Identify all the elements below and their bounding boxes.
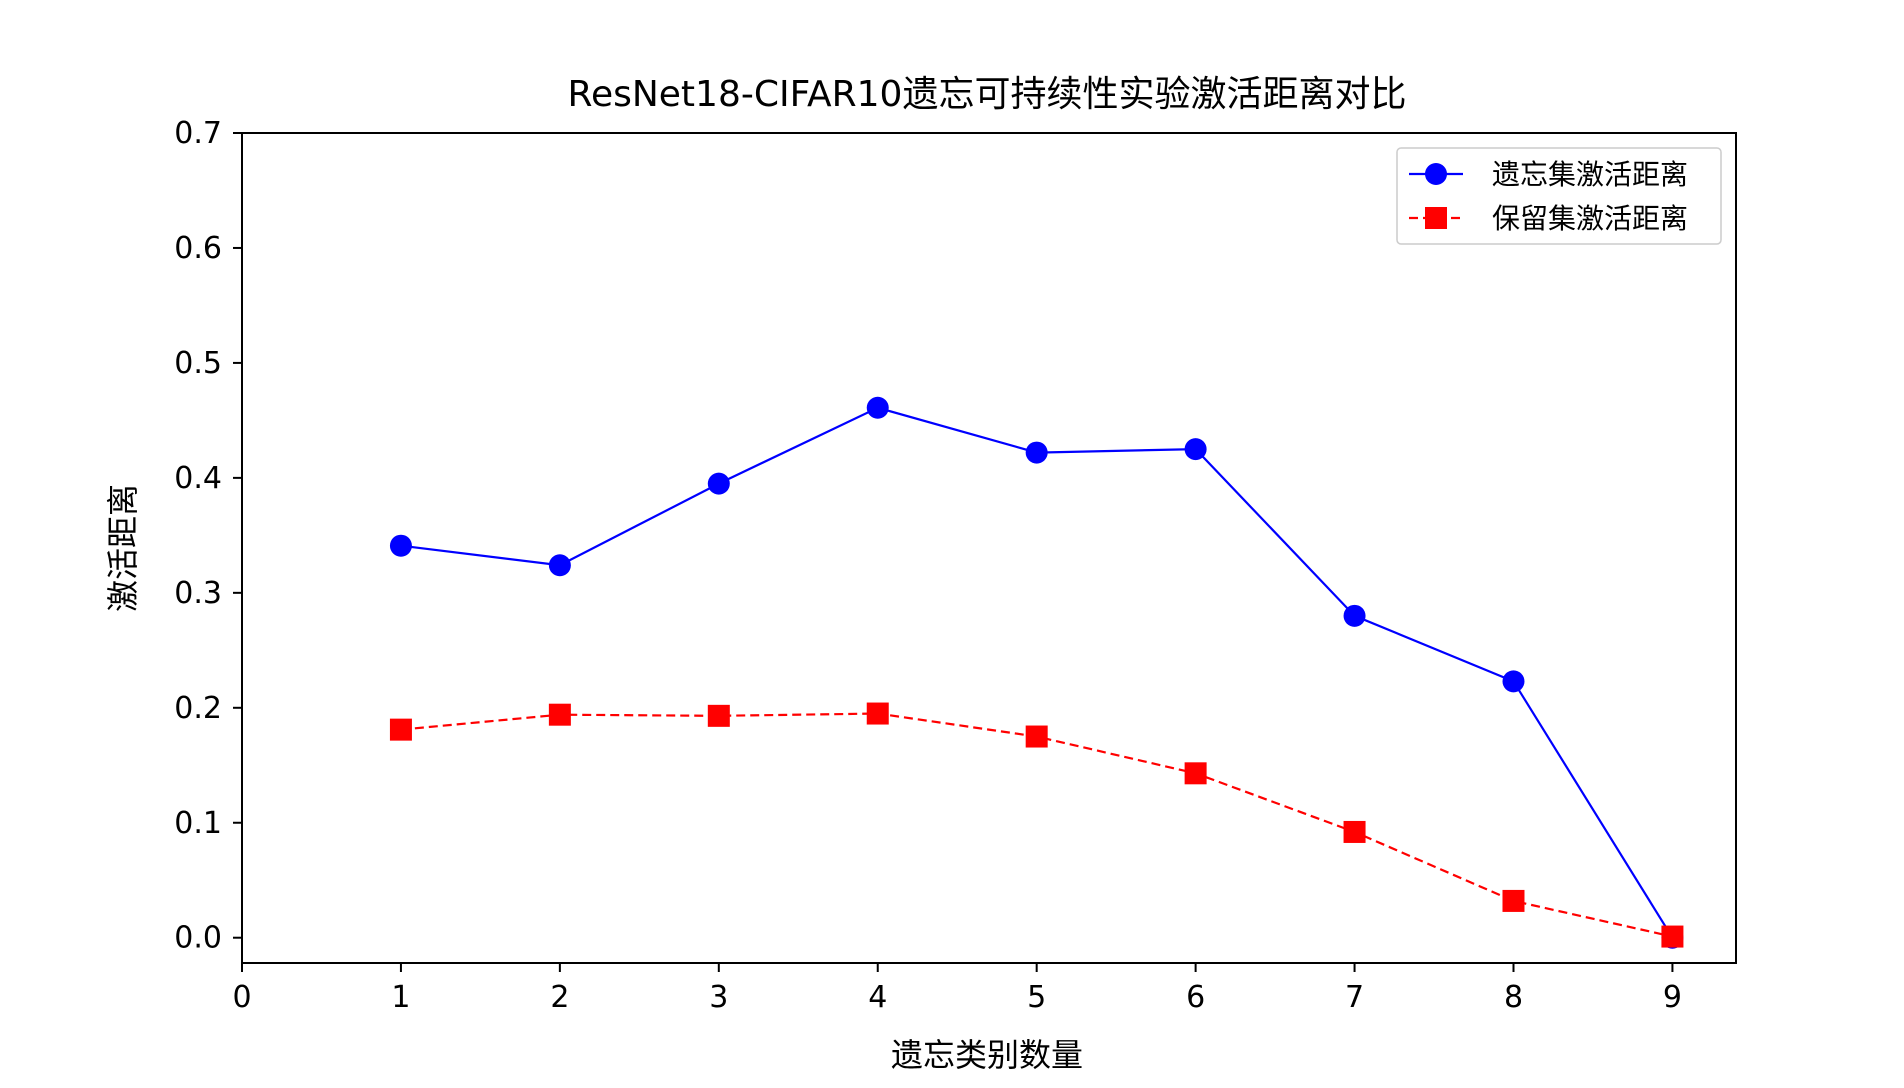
x-tick-label: 0 <box>232 980 251 1015</box>
legend-marker-2 <box>1425 207 1447 229</box>
series-1-point <box>548 554 571 577</box>
plot-frame <box>241 132 1737 964</box>
series-2-point <box>866 702 889 725</box>
y-tick-label: 0.7 <box>174 116 222 151</box>
series-1-point <box>866 396 889 419</box>
series-2-point <box>1025 725 1048 748</box>
series-2-point <box>1661 925 1684 948</box>
x-tick-label: 2 <box>550 980 569 1015</box>
x-axis-label: 遗忘类别数量 <box>891 1036 1083 1074</box>
series-1-point <box>1184 438 1207 461</box>
series-2-point <box>389 718 412 741</box>
axis-ticks: 0 1 2 3 4 5 6 7 8 9 0.0 0.1 0.2 0.3 0.4 0.5 0.6 0.7 <box>174 116 1682 1015</box>
x-tick-label: 4 <box>868 980 887 1015</box>
y-tick-label: 0.5 <box>174 346 222 381</box>
x-tick-label: 6 <box>1186 980 1205 1015</box>
series-1-point <box>389 534 412 557</box>
legend-frame <box>1396 147 1722 245</box>
series-2-point <box>548 703 571 726</box>
chart-title: ResNet18-CIFAR10遗忘可持续性实验激活距离对比 <box>568 74 1407 115</box>
series-1-point <box>1025 441 1048 464</box>
series-2-point <box>1184 762 1207 785</box>
data-marks <box>389 396 1684 949</box>
series-2-point <box>1343 820 1366 843</box>
series-1-point <box>707 472 730 495</box>
y-tick-label: 0.0 <box>174 921 222 956</box>
x-tick-label: 3 <box>709 980 728 1015</box>
series-1-point <box>1343 604 1366 627</box>
x-tick-label: 8 <box>1504 980 1523 1015</box>
y-tick-label: 0.4 <box>174 461 222 496</box>
series-2-point <box>707 704 730 727</box>
y-tick-label: 0.2 <box>174 691 222 726</box>
series-1-point <box>1502 670 1525 693</box>
x-tick-label: 7 <box>1345 980 1364 1015</box>
legend-label-2: 保留集激活距离 <box>1492 202 1688 235</box>
y-axis-label: 激活距离 <box>104 484 142 612</box>
x-tick-label: 1 <box>391 980 410 1015</box>
x-tick-label: 9 <box>1663 980 1682 1015</box>
y-tick-label: 0.6 <box>174 231 222 266</box>
legend-label-1: 遗忘集激活距离 <box>1492 158 1688 191</box>
y-tick-label: 0.1 <box>174 806 222 841</box>
x-tick-label: 5 <box>1027 980 1046 1015</box>
legend-marker-1 <box>1425 163 1447 185</box>
y-tick-label: 0.3 <box>174 576 222 611</box>
series-2-point <box>1502 889 1525 912</box>
plot-area <box>242 133 1736 963</box>
